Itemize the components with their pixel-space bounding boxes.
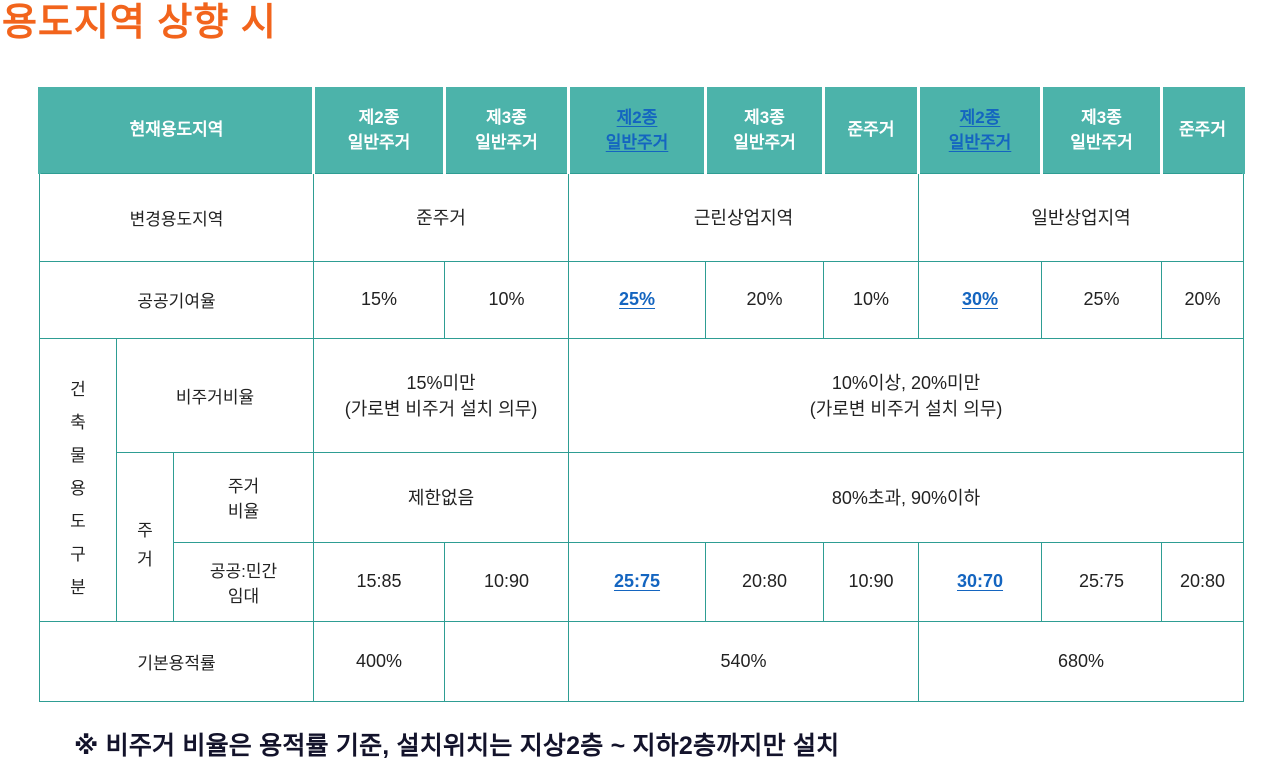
rental-cell-4: 20:80 <box>705 541 825 622</box>
footnote: ※ 비주거 비율은 용적률 기준, 설치위치는 지상2층 ~ 지하2층까지만 설… <box>74 732 840 760</box>
public-private-rental-row: 공공:민간 임대 15:85 10:90 25:75 20:80 10:90 3… <box>40 541 1245 622</box>
changed-zone-general-commercial: 일반상업지역 <box>918 172 1245 262</box>
rental-cell-6-link[interactable]: 30:70 <box>918 541 1043 622</box>
col-header-j2-residential-3-link[interactable]: 제2종 일반주거 <box>917 87 1044 174</box>
col-header-j3-residential-3: 제3종 일반주거 <box>1040 87 1164 174</box>
public-contribution-cell-7: 25% <box>1041 260 1163 339</box>
residential-ratio-commercial: 80%초과, 90%이하 <box>568 451 1245 543</box>
page-title: 용도지역 상향 시 <box>2 2 277 44</box>
rental-cell-8: 20:80 <box>1161 541 1245 622</box>
rental-cell-2: 10:90 <box>444 541 570 622</box>
col-header-j2-residential-1: 제2종 일반주거 <box>312 87 447 174</box>
base-far-semi-2-empty <box>444 620 570 702</box>
non-residential-ratio-row: 건축물용도구분 비주거비율 15%미만 (가로변 비주거 설치 의무) 10%이… <box>39 337 1245 622</box>
public-contribution-cell-5: 10% <box>823 260 920 339</box>
zoning-table: 현재용도지역 제2종 일반주거 제3종 일반주거 제2종 일반주거 제3종 일반… <box>37 87 1246 702</box>
col-header-j3-residential-1: 제3종 일반주거 <box>443 87 571 174</box>
public-contribution-cell-2: 10% <box>444 260 570 339</box>
public-contribution-cell-3-link[interactable]: 25% <box>568 260 707 339</box>
public-contribution-cell-1: 15% <box>313 260 446 339</box>
col-header-semi-residential-1: 준주거 <box>822 87 921 174</box>
base-far-neighborhood-commercial: 540% <box>568 620 920 702</box>
changed-zone-neighborhood-commercial: 근린상업지역 <box>568 172 920 262</box>
non-residential-ratio-label: 비주거비율 <box>115 337 315 453</box>
rental-cell-7: 25:75 <box>1041 541 1163 622</box>
base-far-label: 기본용적률 <box>38 620 315 702</box>
rental-cell-1: 15:85 <box>313 541 446 622</box>
building-use-group-text: 건축물용도구분 <box>70 379 86 598</box>
residential-ratio-row: 주거 주거 비율 제한없음 80%초과, 90%이하 <box>40 451 1245 622</box>
residential-ratio-label: 주거 비율 <box>172 451 315 543</box>
residential-ratio-semi: 제한없음 <box>313 451 570 543</box>
building-use-group-label: 건축물용도구분 <box>39 337 117 622</box>
changed-zone-semi-residential: 준주거 <box>313 172 570 262</box>
col-header-semi-residential-2: 준주거 <box>1160 87 1246 174</box>
changed-zone-label: 변경용도지역 <box>38 172 315 262</box>
header-row: 현재용도지역 제2종 일반주거 제3종 일반주거 제2종 일반주거 제3종 일반… <box>37 87 1246 174</box>
public-contribution-cell-6-link[interactable]: 30% <box>918 260 1043 339</box>
public-contribution-label: 공공기여율 <box>38 260 315 339</box>
base-far-semi-1: 400% <box>313 620 446 702</box>
header-current-zone-label: 현재용도지역 <box>37 87 316 174</box>
changed-zone-row: 변경용도지역 준주거 근린상업지역 일반상업지역 <box>38 172 1245 262</box>
base-far-general-commercial: 680% <box>918 620 1245 702</box>
residential-group-text: 주거 <box>137 520 153 569</box>
public-private-rental-label: 공공:민간 임대 <box>172 541 315 622</box>
residential-group-label: 주거 <box>116 451 174 622</box>
col-header-j3-residential-2: 제3종 일반주거 <box>704 87 826 174</box>
col-header-j2-residential-2-link[interactable]: 제2종 일반주거 <box>567 87 708 174</box>
public-contribution-row: 공공기여율 15% 10% 25% 20% 10% 30% 25% 20% <box>38 260 1245 339</box>
public-contribution-cell-8: 20% <box>1161 260 1245 339</box>
rental-cell-5: 10:90 <box>823 541 920 622</box>
non-residential-ratio-semi: 15%미만 (가로변 비주거 설치 의무) <box>313 337 570 453</box>
base-far-row: 기본용적률 400% 540% 680% <box>38 620 1245 702</box>
non-residential-ratio-commercial: 10%이상, 20%미만 (가로변 비주거 설치 의무) <box>568 337 1245 453</box>
rental-cell-3-link[interactable]: 25:75 <box>568 541 707 622</box>
public-contribution-cell-4: 20% <box>705 260 825 339</box>
